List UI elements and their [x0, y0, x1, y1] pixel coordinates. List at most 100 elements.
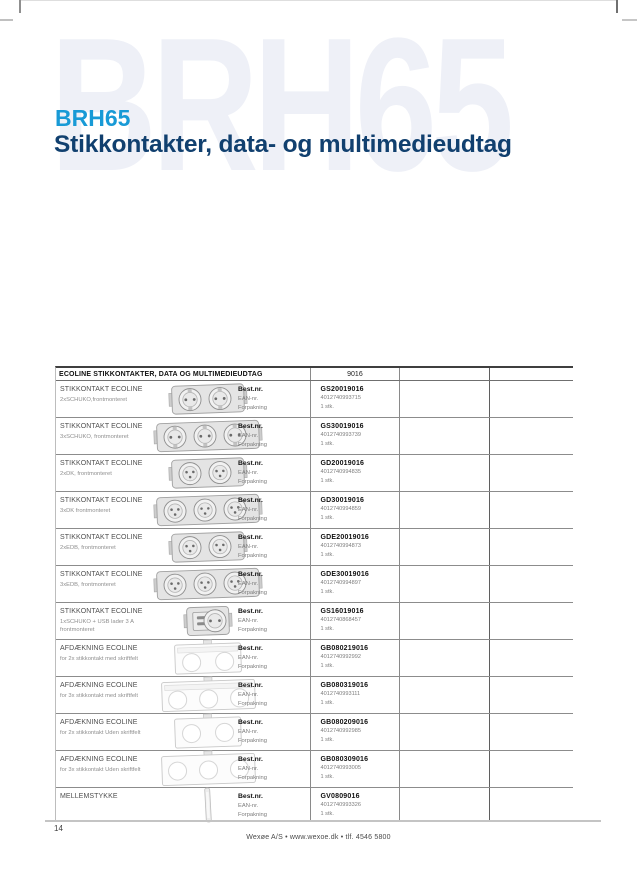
label-ean-nr: EAN-nr. [238, 617, 259, 624]
product-pack: 1 stk. [320, 774, 334, 781]
label-ean-nr: EAN-nr. [238, 580, 259, 587]
field-labels: Best.nr. EAN-nr. Forpakning [238, 497, 267, 522]
product-description: 3xSCHUKO, frontmonteret [60, 433, 129, 440]
product-pack: 1 stk. [320, 811, 334, 818]
product-table: ECOLINE STIKKONTAKTER, DATA OG MULTIMEDI… [55, 366, 573, 822]
product-info-cell: AFDÆKNING ECOLINE for 3x stikkontakt Ude… [56, 750, 311, 787]
product-pack: 1 stk. [320, 626, 334, 633]
empty-cell [400, 492, 491, 528]
product-info-cell: STIKKONTAKT ECOLINE 2xDK, frontmonteret … [56, 455, 311, 491]
product-info-cell: AFDÆKNING ECOLINE for 3x stikkontakt med… [56, 676, 311, 713]
series-title: BRH65 [55, 105, 131, 131]
product-description: 3xEDB, frontmonteret [60, 581, 116, 588]
product-image [152, 603, 264, 639]
product-image [152, 639, 264, 676]
crop-mark-icon [19, 0, 21, 13]
field-labels: Best.nr. EAN-nr. Forpakning [238, 719, 267, 744]
empty-cell [400, 788, 491, 821]
field-labels: Best.nr. EAN-nr. Forpakning [238, 756, 267, 781]
empty-cell [490, 418, 573, 454]
product-pack: 1 stk. [320, 404, 334, 411]
label-ean-nr: EAN-nr. [238, 506, 259, 513]
product-text: STIKKONTAKT ECOLINE 2xEDB, frontmonteret [60, 534, 152, 552]
table-row: AFDÆKNING ECOLINE for 2x stikkontakt Ude… [56, 713, 573, 751]
product-pack: 1 stk. [320, 589, 334, 596]
table-row: STIKKONTAKT ECOLINE 2xSCHUKO,frontmonter… [56, 381, 573, 418]
empty-cell [400, 455, 491, 491]
product-name: STIKKONTAKT ECOLINE [60, 534, 143, 541]
product-text: STIKKONTAKT ECOLINE 3xSCHUKO, frontmonte… [60, 423, 152, 441]
product-image [152, 418, 264, 454]
product-info-cell: STIKKONTAKT ECOLINE 2xEDB, frontmonteret… [56, 529, 311, 565]
product-ean: 4012740993715 [320, 395, 361, 402]
product-name: AFDÆKNING ECOLINE [60, 682, 138, 689]
product-description: for 3x stikkontakt med skriftfelt [60, 692, 138, 699]
product-best-nr: GV0809016 [320, 792, 360, 800]
product-pack: 1 stk. [320, 552, 334, 559]
field-labels: Best.nr. EAN-nr. Forpakning [238, 571, 267, 596]
label-forpakning: Forpakning [238, 774, 268, 781]
product-pack: 1 stk. [320, 478, 334, 485]
page-title: Stikkontakter, data- og multimedieudtag [54, 131, 512, 158]
label-forpakning: Forpakning [238, 737, 268, 744]
label-ean-nr: EAN-nr. [238, 691, 259, 698]
table-row: STIKKONTAKT ECOLINE 3xDK frontmonteret B… [56, 492, 573, 529]
field-labels: Best.nr. EAN-nr. Forpakning [238, 608, 267, 633]
empty-cell [400, 381, 491, 417]
footer-text: Wexøe A/S • www.wexoe.dk • tlf. 4546 580… [246, 834, 391, 841]
product-ean: 4012740868457 [320, 617, 361, 624]
empty-cell [490, 640, 573, 676]
empty-cell [400, 418, 491, 454]
empty-cell [400, 529, 491, 565]
product-info-cell: MELLEMSTYKKE Best.nr. EAN-nr. Forpakning [56, 787, 311, 822]
product-best-nr: GB080319016 [320, 681, 369, 689]
label-ean-nr: EAN-nr. [238, 469, 259, 476]
field-labels: Best.nr. EAN-nr. Forpakning [238, 682, 267, 707]
empty-cell [400, 751, 491, 787]
product-best-nr: GS20019016 [320, 385, 364, 393]
product-best-nr: GS16019016 [320, 607, 364, 615]
label-ean-nr: EAN-nr. [238, 654, 259, 661]
label-ean-nr: EAN-nr. [238, 765, 259, 772]
product-name: STIKKONTAKT ECOLINE [60, 423, 143, 430]
label-ean-nr: EAN-nr. [238, 543, 259, 550]
product-values-cell: GD20019016 4012740994835 1 stk. [311, 455, 401, 491]
label-best-nr: Best.nr. [238, 497, 263, 504]
product-ean: 4012740992985 [320, 728, 361, 735]
empty-cell [490, 788, 573, 821]
product-ean: 4012740994897 [320, 580, 361, 587]
label-best-nr: Best.nr. [238, 608, 263, 615]
crop-mark-icon [616, 0, 618, 13]
product-ean: 4012740994835 [320, 469, 361, 476]
product-info-cell: STIKKONTAKT ECOLINE 3xSCHUKO, frontmonte… [56, 418, 311, 454]
table-row: MELLEMSTYKKE Best.nr. EAN-nr. Forpakning… [56, 787, 573, 822]
table-row: AFDÆKNING ECOLINE for 3x stikkontakt Ude… [56, 750, 573, 788]
product-info-cell: STIKKONTAKT ECOLINE 3xEDB, frontmonteret… [56, 566, 311, 602]
label-forpakning: Forpakning [238, 441, 268, 448]
product-ean: 4012740993005 [320, 765, 361, 772]
product-description: for 3x stikkontakt Uden skriftfelt [60, 766, 141, 773]
label-best-nr: Best.nr. [238, 571, 263, 578]
empty-column-header [400, 368, 491, 380]
product-values-cell: GS30019016 4012740993739 1 stk. [311, 418, 401, 454]
empty-cell [490, 566, 573, 602]
label-ean-nr: EAN-nr. [238, 432, 259, 439]
product-text: STIKKONTAKT ECOLINE 3xDK frontmonteret [60, 497, 152, 515]
product-info-cell: AFDÆKNING ECOLINE for 2x stikkontakt Ude… [56, 713, 311, 750]
product-text: AFDÆKNING ECOLINE for 3x stikkontakt med… [60, 682, 152, 700]
product-info-cell: STIKKONTAKT ECOLINE 3xDK frontmonteret B… [56, 492, 311, 528]
label-best-nr: Best.nr. [238, 460, 263, 467]
empty-cell [400, 566, 491, 602]
product-text: MELLEMSTYKKE [60, 793, 152, 803]
product-values-cell: GS16019016 4012740868457 1 stk. [311, 603, 401, 639]
product-pack: 1 stk. [320, 663, 334, 670]
product-pack: 1 stk. [320, 441, 334, 448]
product-text: STIKKONTAKT ECOLINE 2xDK, frontmonteret [60, 460, 152, 478]
product-best-nr: GD20019016 [320, 459, 365, 467]
product-values-cell: GDE20019016 4012740994873 1 stk. [311, 529, 401, 565]
product-image [152, 492, 264, 528]
product-name: STIKKONTAKT ECOLINE [60, 386, 143, 393]
product-description: for 2x stikkontakt Uden skriftfelt [60, 729, 141, 736]
product-values-cell: GS20019016 4012740993715 1 stk. [311, 381, 401, 417]
product-best-nr: GB080309016 [320, 755, 369, 763]
